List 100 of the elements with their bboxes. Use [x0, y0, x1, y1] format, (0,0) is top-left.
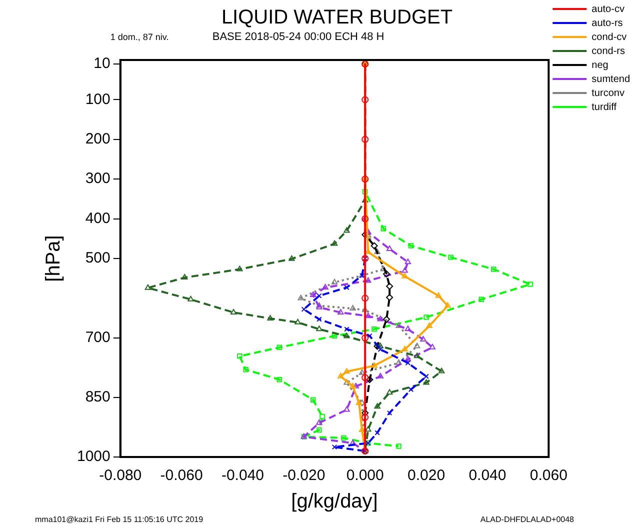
point [332, 333, 338, 339]
legend-label: cond-cv [592, 32, 627, 43]
point [350, 305, 356, 311]
point [374, 430, 380, 436]
point [331, 240, 338, 246]
text: mma101@kazi1 Fri Feb 15 11:05:16 UTC 2019 [35, 515, 204, 524]
point [444, 302, 451, 308]
point [188, 296, 194, 302]
point [344, 227, 350, 233]
point [426, 322, 432, 328]
point [310, 397, 316, 402]
x-tick-label: -0.060 [160, 467, 203, 484]
point [435, 292, 442, 298]
point [377, 342, 384, 348]
point [370, 242, 378, 250]
y-tick-label: 850 [85, 388, 110, 406]
point [396, 359, 402, 365]
point [420, 336, 426, 342]
point [298, 294, 304, 300]
point [372, 326, 377, 332]
point [383, 270, 390, 278]
x-tick-label: 0.000 [346, 467, 384, 484]
point [386, 389, 393, 395]
point [378, 346, 384, 352]
point [374, 403, 380, 409]
point [423, 379, 430, 385]
x-tick-label: -0.020 [282, 467, 326, 484]
point [332, 444, 338, 450]
point [528, 282, 533, 287]
point [414, 352, 420, 358]
y-tick-label: 10 [94, 55, 110, 72]
point [320, 414, 325, 420]
point [362, 96, 369, 104]
point [362, 414, 369, 421]
x-tick-label: 0.020 [408, 467, 446, 484]
point [374, 248, 380, 254]
point [424, 314, 429, 320]
point [404, 326, 412, 332]
point [408, 243, 414, 248]
point [402, 346, 408, 352]
point [429, 344, 436, 350]
point [316, 316, 322, 322]
point [396, 322, 402, 328]
x-tick-label: -0.040 [221, 467, 264, 484]
point [344, 406, 350, 412]
point [362, 136, 369, 143]
point [386, 245, 393, 251]
x-tick-label: 0.060 [530, 467, 568, 484]
point [408, 386, 414, 392]
y-tick-label: 400 [85, 210, 110, 227]
x-tick-label: -0.080 [99, 467, 142, 484]
legend-label: auto-cv [592, 4, 624, 15]
text: 1 dom., 87 niv. [110, 32, 169, 42]
point [237, 354, 242, 359]
point [288, 255, 295, 261]
point [230, 308, 237, 314]
point [380, 266, 387, 272]
point [294, 318, 301, 324]
chart-title: LIQUID WATER BUDGET [221, 6, 453, 29]
legend-label: cond-rs [592, 46, 626, 57]
point [182, 274, 188, 280]
point [144, 284, 151, 290]
point [404, 258, 412, 264]
point [448, 254, 454, 260]
point [358, 426, 366, 432]
y-tick-label: 300 [85, 170, 110, 188]
x-axis-title: [g/kg/day] [291, 490, 378, 513]
point [380, 226, 386, 232]
point [404, 356, 412, 362]
point [316, 326, 322, 332]
point [356, 400, 362, 406]
y-tick-label: 500 [85, 250, 110, 267]
point [338, 372, 344, 378]
text: ALAD-DHFDLALAD+0048 [480, 515, 575, 524]
point [438, 368, 445, 374]
point [338, 308, 344, 314]
point [344, 284, 350, 290]
y-tick-label: 1000 [76, 448, 110, 466]
y-tick-label: 200 [85, 130, 110, 148]
point [424, 374, 429, 380]
y-tick-label: 100 [85, 90, 110, 108]
point [362, 189, 368, 194]
point [366, 376, 374, 384]
point [386, 282, 394, 290]
point [396, 444, 402, 449]
legend-label: auto-rs [592, 18, 623, 29]
point [344, 332, 350, 338]
point [322, 284, 328, 290]
point [344, 368, 350, 374]
point [358, 369, 366, 375]
point [341, 435, 346, 441]
point [386, 294, 394, 301]
point [402, 267, 408, 273]
point [362, 294, 369, 302]
point [478, 296, 484, 302]
point [362, 374, 369, 382]
point [316, 427, 322, 433]
y-tick-label: 700 [85, 329, 110, 346]
y-axis-title: [hPa] [42, 235, 65, 282]
point [236, 266, 243, 272]
